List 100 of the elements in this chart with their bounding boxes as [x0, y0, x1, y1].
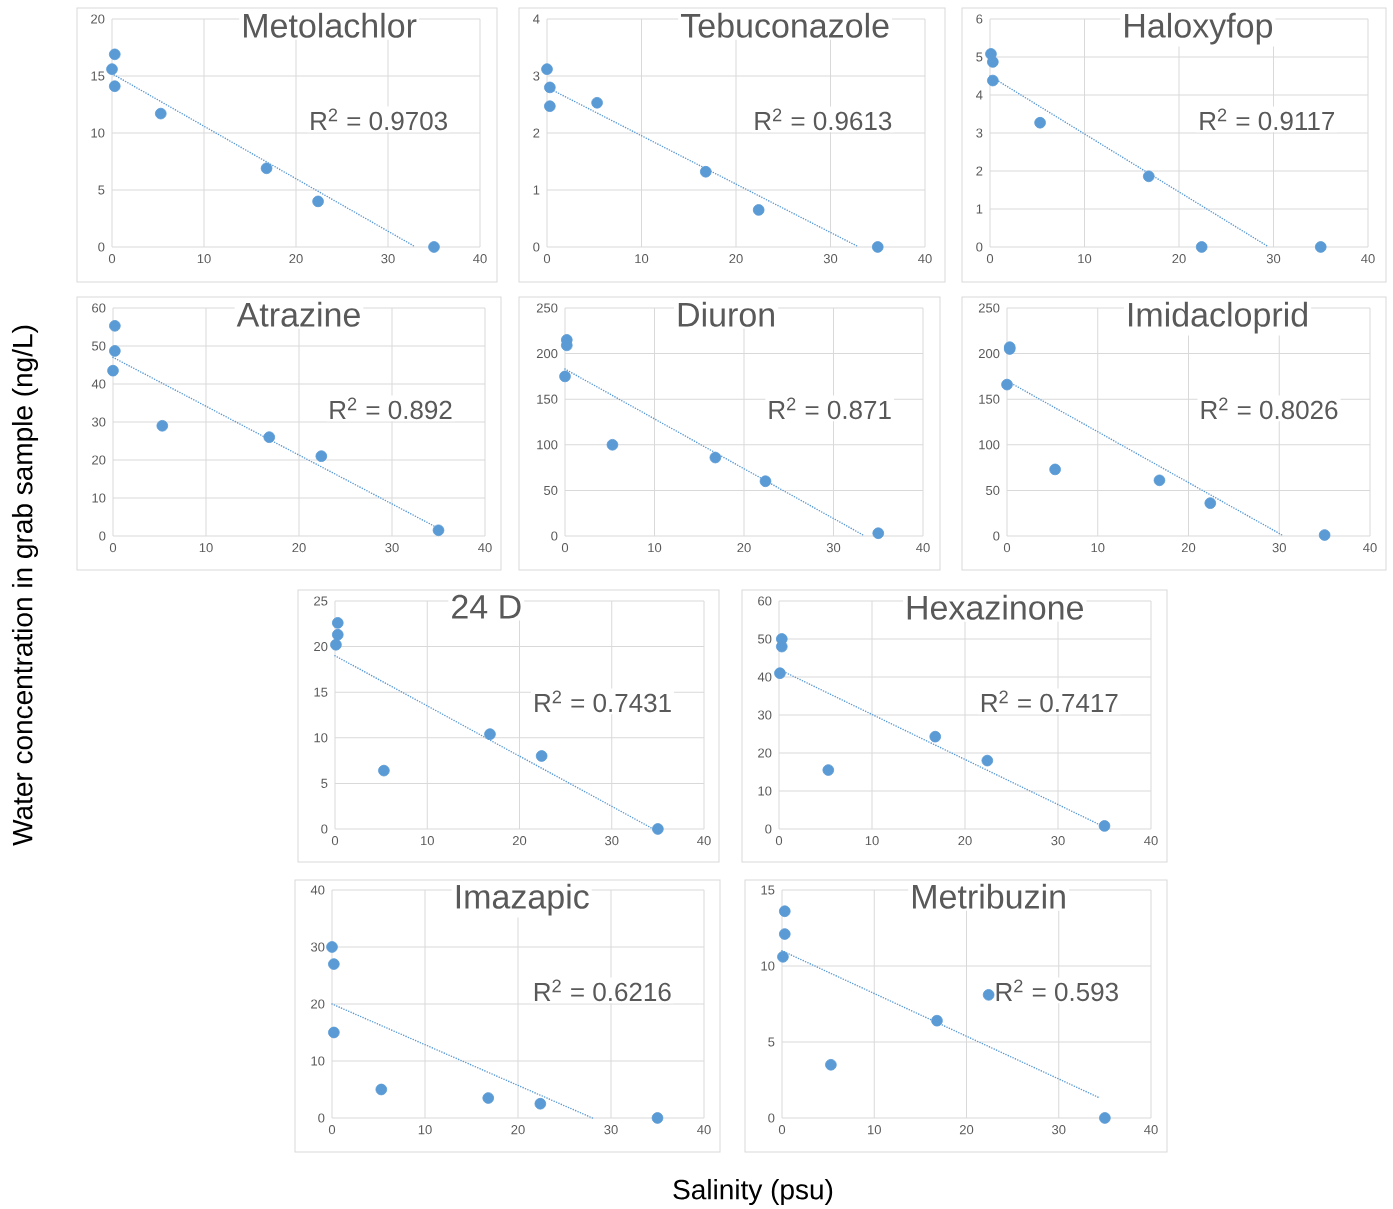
- x-tick-label: 20: [1172, 254, 1186, 264]
- x-tick-label: 30: [1272, 543, 1286, 553]
- y-tick-label: 0: [765, 824, 772, 834]
- y-tick-label: 5: [98, 185, 105, 195]
- y-tick-label: 100: [537, 440, 558, 450]
- y-tick-label: 0: [99, 531, 106, 541]
- annotation: R$^{2}$ = 0.9117: [1200, 108, 1335, 131]
- y-tick-label: 6: [976, 14, 983, 24]
- y-tick-label: 5: [321, 778, 328, 788]
- x-tick-label: 0: [561, 543, 569, 553]
- x-tick-label: 20: [958, 836, 972, 846]
- y-tick-label: 2: [976, 166, 983, 176]
- chart-title: Hexazinone: [907, 594, 1084, 620]
- x-tick-label: 0: [328, 1125, 336, 1135]
- chart-title: Tebuconazole: [680, 12, 889, 38]
- y-tick-label: 2: [533, 128, 540, 138]
- x-tick-label: 40: [697, 1125, 711, 1135]
- x-tick-label: 0: [331, 836, 339, 846]
- y-tick-label: 20: [91, 14, 105, 24]
- y-tick-label: 1: [533, 185, 540, 195]
- x-tick-label: 10: [648, 543, 662, 553]
- y-tick-label: 0: [321, 824, 328, 834]
- x-tick-label: 30: [605, 836, 619, 846]
- y-tick-label: 0: [533, 242, 540, 252]
- y-tick-label: 1: [976, 204, 983, 214]
- chart-title: Atrazine: [236, 301, 360, 327]
- y-tick-label: 30: [757, 710, 772, 720]
- x-tick-label: 30: [826, 543, 841, 553]
- x-tick-label: 20: [512, 836, 527, 846]
- x-tick-label: 30: [1266, 254, 1281, 264]
- x-tick-label: 10: [1091, 543, 1105, 553]
- x-tick-label: 40: [697, 836, 711, 846]
- y-tick-label: 150: [537, 394, 558, 404]
- y-tick-label: 50: [758, 634, 772, 644]
- x-tick-label: 20: [959, 1125, 974, 1135]
- x-tick-label: 0: [778, 1125, 786, 1135]
- y-tick-label: 0: [768, 1113, 775, 1123]
- y-tick-label: 3: [976, 128, 983, 138]
- y-tick-label: 30: [310, 942, 325, 952]
- y-tick-label: 10: [311, 1056, 325, 1066]
- y-tick-label: 40: [310, 885, 325, 895]
- y-tick-label: 100: [979, 440, 1000, 450]
- y-tick-label: 10: [761, 961, 775, 971]
- x-tick-label: 20: [737, 543, 751, 553]
- x-tick-label: 40: [916, 543, 930, 553]
- y-tick-label: 10: [91, 128, 105, 138]
- y-tick-label: 15: [91, 71, 105, 81]
- x-tick-label: 20: [511, 1125, 525, 1135]
- y-tick-label: 15: [314, 687, 328, 697]
- y-tick-label: 10: [314, 733, 328, 743]
- y-tick-label: 0: [976, 242, 983, 252]
- annotation: R$^{2}$ = 0.9703: [311, 108, 447, 131]
- annotation: R$^{2}$ = 0.7431: [535, 690, 671, 713]
- annotation: R$^{2}$ = 0.6216: [534, 979, 671, 1002]
- y-tick-label: 20: [758, 748, 772, 758]
- x-tick-label: 0: [108, 254, 116, 264]
- y-tick-label: 10: [758, 786, 772, 796]
- x-tick-label: 30: [604, 1125, 618, 1135]
- y-tick-label: 200: [536, 348, 558, 359]
- x-tick-label: 40: [1144, 1125, 1158, 1135]
- chart-title: Imidacloprid: [1129, 301, 1307, 334]
- y-tick-label: 200: [978, 348, 1000, 359]
- x-tick-label: 10: [865, 836, 879, 846]
- y-tick-label: 40: [91, 379, 106, 389]
- y-tick-label: 50: [986, 485, 1000, 495]
- y-tick-label: 4: [976, 90, 983, 100]
- x-tick-label: 30: [1052, 1125, 1066, 1135]
- x-tick-label: 30: [381, 254, 395, 264]
- y-tick-label: 20: [311, 999, 325, 1009]
- y-tick-label: 0: [551, 531, 558, 541]
- y-tick-label: 0: [318, 1113, 325, 1123]
- x-tick-label: 0: [109, 543, 117, 553]
- chart-title: Metolachlor: [244, 12, 417, 38]
- x-tick-label: 40: [478, 543, 492, 553]
- x-tick-label: 10: [197, 254, 211, 264]
- x-tick-label: 20: [289, 254, 303, 264]
- annotation: R$^{2}$ = 0.8026: [1201, 397, 1338, 420]
- annotation: R$^{2}$ = 0.7417: [981, 690, 1118, 713]
- y-tick-label: 250: [536, 303, 558, 313]
- y-tick-label: 5: [768, 1037, 775, 1047]
- y-tick-label: 60: [92, 303, 106, 313]
- x-tick-label: 40: [1361, 254, 1375, 264]
- x-tick-label: 40: [1363, 543, 1377, 553]
- x-tick-label: 20: [292, 543, 306, 553]
- y-tick-label: 15: [761, 885, 775, 895]
- x-tick-label: 10: [1078, 254, 1092, 264]
- y-tick-label: 0: [993, 531, 1000, 541]
- x-tick-label: 10: [421, 836, 434, 846]
- chart-title: 24 D: [452, 594, 521, 619]
- x-tick-label: 30: [823, 254, 838, 264]
- x-tick-label: 30: [385, 543, 399, 553]
- x-tick-label: 40: [1144, 836, 1158, 846]
- y-tick-label: 0: [98, 242, 105, 252]
- x-tick-label: 10: [868, 1125, 881, 1135]
- y-tick-label: 30: [91, 417, 106, 427]
- y-tick-label: 5: [976, 52, 983, 62]
- y-tick-label: 4: [533, 14, 540, 24]
- x-tick-label: 20: [729, 254, 743, 264]
- y-tick-label: 250: [978, 303, 1000, 313]
- annotation: R$^{2}$ = 0.593: [996, 979, 1118, 1002]
